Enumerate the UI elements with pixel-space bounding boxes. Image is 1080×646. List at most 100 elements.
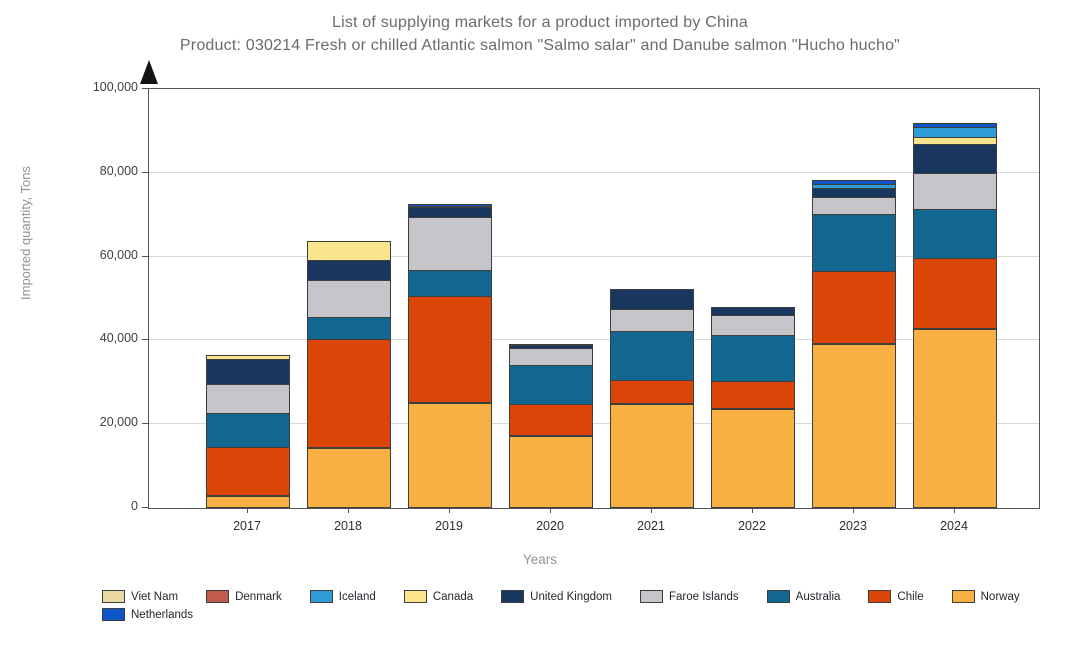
segment-faroe-islands — [408, 217, 492, 272]
gridline — [149, 423, 1039, 425]
x-tick-label-2022: 2022 — [738, 519, 766, 533]
legend-item-united-kingdom: United Kingdom — [501, 590, 612, 603]
segment-faroe-islands — [711, 315, 795, 337]
bar-2023 — [812, 180, 896, 508]
segment-faroe-islands — [610, 308, 694, 332]
x-tick-label-2019: 2019 — [435, 519, 463, 533]
segment-norway — [610, 404, 694, 508]
x-tick-mark — [348, 508, 349, 513]
gridline — [149, 171, 1039, 173]
segment-australia — [913, 209, 997, 259]
segment-chile — [812, 271, 896, 345]
legend-swatch-icon — [102, 590, 125, 603]
legend-item-viet-nam: Viet Nam — [102, 590, 178, 603]
segment-chile — [711, 381, 795, 410]
segment-faroe-islands — [307, 280, 391, 319]
y-axis-arrow-icon — [140, 60, 158, 84]
x-tick-label-2024: 2024 — [940, 519, 968, 533]
segment-chile — [408, 296, 492, 403]
bar-2024 — [913, 123, 997, 508]
segment-faroe-islands — [913, 173, 997, 211]
x-axis-title: Years — [522, 552, 558, 567]
segment-norway — [913, 329, 997, 508]
x-tick-mark — [752, 508, 753, 513]
x-tick-mark — [651, 508, 652, 513]
legend-label: Canada — [432, 590, 474, 603]
bar-2018 — [307, 240, 391, 508]
segment-australia — [307, 317, 391, 341]
legend-label: Chile — [897, 590, 924, 603]
legend-label: Iceland — [338, 590, 376, 603]
y-tick-label: 60,000 — [99, 247, 138, 262]
legend-item-iceland: Iceland — [309, 590, 376, 603]
legend-label: Netherlands — [131, 608, 194, 621]
segment-faroe-islands — [509, 348, 593, 367]
legend-item-norway: Norway — [951, 590, 1020, 603]
bar-2022 — [711, 307, 795, 508]
legend-label: Norway — [980, 590, 1020, 603]
legend-swatch-icon — [868, 590, 892, 603]
legend-swatch-icon — [309, 590, 333, 603]
legend-label: United Kingdom — [530, 590, 612, 603]
bar-2017 — [206, 354, 290, 508]
legend-item-faroe-islands: Faroe Islands — [639, 590, 739, 603]
legend-item-denmark: Denmark — [206, 590, 282, 603]
legend: Viet Nam Denmark Iceland Canada United Kingd… — [102, 590, 1042, 621]
x-tick-mark — [550, 508, 551, 513]
bar-2020 — [509, 343, 593, 508]
segment-australia — [206, 412, 290, 448]
legend-label: Viet Nam — [131, 590, 179, 603]
segment-united-kingdom — [610, 288, 694, 310]
segment-norway — [206, 495, 290, 508]
legend-label: Australia — [795, 590, 841, 603]
y-tick-label: 100,000 — [92, 80, 138, 94]
y-tick-mark — [142, 171, 148, 173]
segment-norway — [408, 402, 492, 508]
x-tick-label-2023: 2023 — [839, 519, 867, 533]
gridline — [149, 255, 1039, 257]
x-tick-mark — [247, 508, 248, 513]
x-tick-label-2018: 2018 — [334, 519, 362, 533]
segment-australia — [610, 330, 694, 381]
segment-united-kingdom — [206, 359, 290, 385]
x-tick-label-2021: 2021 — [637, 519, 665, 533]
legend-label: Denmark — [235, 590, 282, 603]
bar-2021 — [610, 288, 694, 508]
segment-norway — [711, 409, 795, 508]
x-tick-label-2020: 2020 — [536, 519, 564, 533]
segment-australia — [812, 214, 896, 273]
segment-norway — [307, 448, 391, 508]
segment-faroe-islands — [206, 383, 290, 414]
segment-chile — [610, 379, 694, 405]
y-tick-label: 40,000 — [99, 331, 138, 346]
gridline — [149, 339, 1039, 341]
segment-australia — [408, 270, 492, 297]
segment-norway — [509, 435, 593, 508]
legend-label: Faroe Islands — [668, 590, 739, 603]
segment-chile — [206, 446, 290, 496]
segment-chile — [913, 257, 997, 330]
segment-chile — [509, 404, 593, 436]
x-tick-mark — [853, 508, 854, 513]
legend-swatch-icon — [639, 590, 663, 603]
chart-subtitle: Product: 030214 Fresh or chilled Atlanti… — [179, 37, 901, 54]
plot-area — [148, 88, 1040, 509]
segment-australia — [711, 335, 795, 383]
y-axis-title: Imported quantity, Tons — [18, 166, 33, 300]
y-tick-mark — [142, 88, 148, 89]
legend-swatch-icon — [102, 608, 125, 621]
segment-chile — [307, 339, 391, 449]
legend-item-canada: Canada — [403, 590, 474, 603]
chart-title: List of supplying markets for a product … — [331, 14, 749, 31]
legend-swatch-icon — [501, 590, 525, 603]
x-tick-mark — [449, 508, 450, 513]
legend-item-australia: Australia — [766, 590, 841, 603]
x-tick-mark — [954, 508, 955, 513]
bar-2019 — [408, 203, 492, 508]
segment-norway — [812, 344, 896, 508]
legend-item-chile: Chile — [868, 590, 924, 603]
y-tick-mark — [142, 507, 148, 508]
legend-swatch-icon — [206, 590, 230, 603]
segment-united-kingdom — [307, 260, 391, 281]
